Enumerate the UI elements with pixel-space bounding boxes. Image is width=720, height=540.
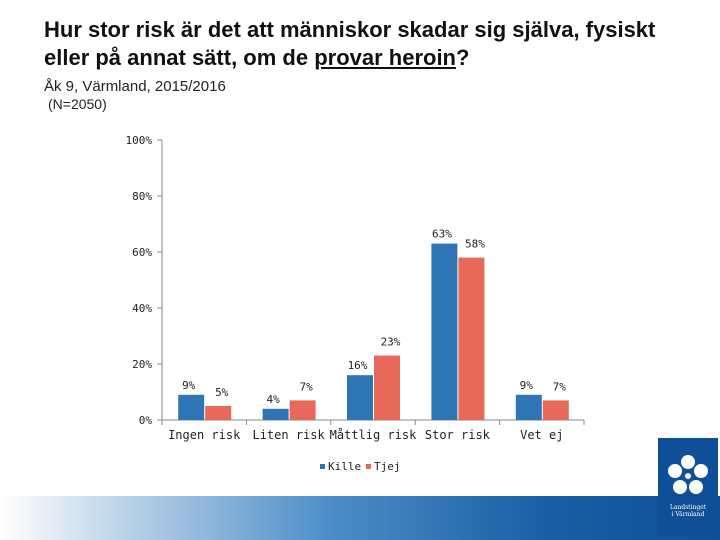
legend-label-kille: Kille <box>328 460 361 473</box>
bar-tjej <box>542 400 569 420</box>
x-category-label: Måttlig risk <box>330 428 417 442</box>
bar-kille <box>515 394 542 420</box>
bar-kille <box>431 243 458 420</box>
data-label-tjej: 5% <box>215 386 229 399</box>
y-tick-label: 20% <box>132 358 152 371</box>
data-label-kille: 16% <box>348 359 368 372</box>
title-underlined-text: provar heroin <box>314 45 456 70</box>
logo-text: Landstinget i Värmland <box>658 504 718 518</box>
y-tick-label: 40% <box>132 302 152 315</box>
bar-kille <box>178 394 205 420</box>
data-label-kille: 63% <box>432 228 452 241</box>
x-category-label: Liten risk <box>252 428 325 442</box>
x-category-label: Stor risk <box>425 428 491 442</box>
data-label-tjej: 7% <box>299 380 313 393</box>
data-label-tjej: 23% <box>381 336 401 349</box>
legend-label-tjej: Tjej <box>374 460 401 473</box>
title-text: Hur stor risk är det att människor skada… <box>44 17 656 70</box>
bar-chart: 0% 20% 40% 60% 80% 100% Ingen risk 9% 5% Liten ri… <box>126 134 585 473</box>
y-tick-label: 100% <box>126 134 153 147</box>
bar-tjej <box>205 406 232 420</box>
bar-kille <box>347 375 373 420</box>
y-tick-label: 0% <box>139 414 153 427</box>
x-category-label: Ingen risk <box>168 428 241 442</box>
bar-tjej <box>374 355 400 420</box>
data-label-kille: 9% <box>520 379 534 392</box>
data-label-kille: 4% <box>266 393 280 406</box>
y-tick-label: 60% <box>132 246 152 259</box>
sample-size-label: (N=2050) <box>48 96 107 112</box>
landstinget-logo: Landstinget i Värmland <box>658 438 718 536</box>
data-label-tjej: 7% <box>553 380 567 393</box>
title-end: ? <box>456 45 470 70</box>
bar-tjej <box>289 400 316 420</box>
y-tick-label: 80% <box>132 190 152 203</box>
legend-swatch-kille <box>320 464 325 469</box>
legend-swatch-tjej <box>366 464 371 469</box>
logo-line-1: Landstinget <box>669 504 707 511</box>
chart-title: Hur stor risk är det att människor skada… <box>44 16 684 72</box>
logo-line-2: i Värmland <box>671 511 705 518</box>
flower-logo-icon <box>668 455 708 494</box>
data-label-tjej: 58% <box>465 238 485 251</box>
bar-kille <box>262 408 289 420</box>
bar-tjej <box>458 257 485 420</box>
x-category-label: Vet ej <box>520 428 563 442</box>
chart-subtitle: Åk 9, Värmland, 2015/2016 <box>44 78 226 95</box>
data-label-kille: 9% <box>182 379 196 392</box>
footer-bar <box>0 496 720 540</box>
